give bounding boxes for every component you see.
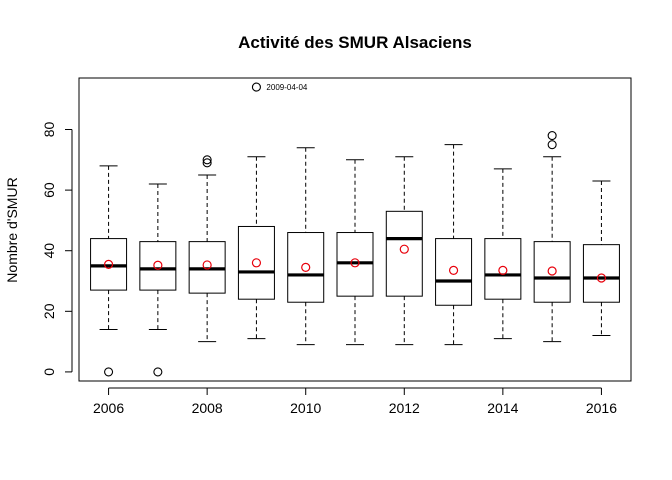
iqr-box [139,241,177,291]
x-tick-label: 2016 [586,400,617,416]
y-axis: 0 20 40 60 80 [41,122,73,376]
box-2012 [385,156,423,346]
y-tick-label: 0 [41,368,57,376]
outlier-point [251,82,261,92]
box-2010 [287,147,325,346]
box-2007 [139,183,177,377]
mean-marker [399,244,409,254]
x-tick-label: 2012 [389,400,420,416]
iqr-box [287,232,325,303]
box-2009 [237,82,275,340]
mean-marker [596,273,607,283]
iqr-box [484,238,522,300]
chart-title: Activité des SMUR Alsaciens [238,33,472,52]
mean-marker [448,265,459,276]
x-tick-label: 2010 [290,400,321,416]
mean-marker [103,259,114,269]
outlier-point [547,131,557,141]
mean-marker [350,258,360,268]
box-2013 [435,144,473,346]
y-tick-label: 80 [41,122,57,138]
outlier-point [153,367,163,377]
box-2006 [90,165,128,377]
y-tick-label: 60 [41,182,57,198]
iqr-box [435,238,473,306]
y-axis-label: Nombre d'SMUR [4,177,20,282]
mean-marker [498,265,508,276]
outlier-point [547,140,557,150]
annotations-group: 2009-04-04 [266,83,307,92]
mean-marker [251,258,262,268]
y-tick-label: 40 [41,243,57,259]
box-2016 [582,180,620,337]
outlier-point [104,367,114,377]
box-2008 [188,155,226,343]
box-2015 [533,131,571,343]
y-tick-label: 20 [41,303,57,319]
boxes-group [90,82,620,377]
x-tick-label: 2006 [93,400,124,416]
outlier-point [202,155,212,165]
outlier-annotation: 2009-04-04 [266,83,307,92]
mean-marker [547,266,557,276]
x-tick-label: 2008 [192,400,223,416]
x-tick-label: 2014 [487,400,518,416]
outlier-point [202,158,212,168]
mean-marker [153,260,163,270]
box-2014 [484,168,522,340]
iqr-box [237,225,275,300]
box-2011 [336,159,374,346]
mean-marker [301,262,311,272]
mean-marker [202,260,212,270]
iqr-box [533,241,571,303]
plot-frame [78,77,632,382]
x-axis: 2006 2008 2010 2012 2014 2016 [93,387,617,416]
